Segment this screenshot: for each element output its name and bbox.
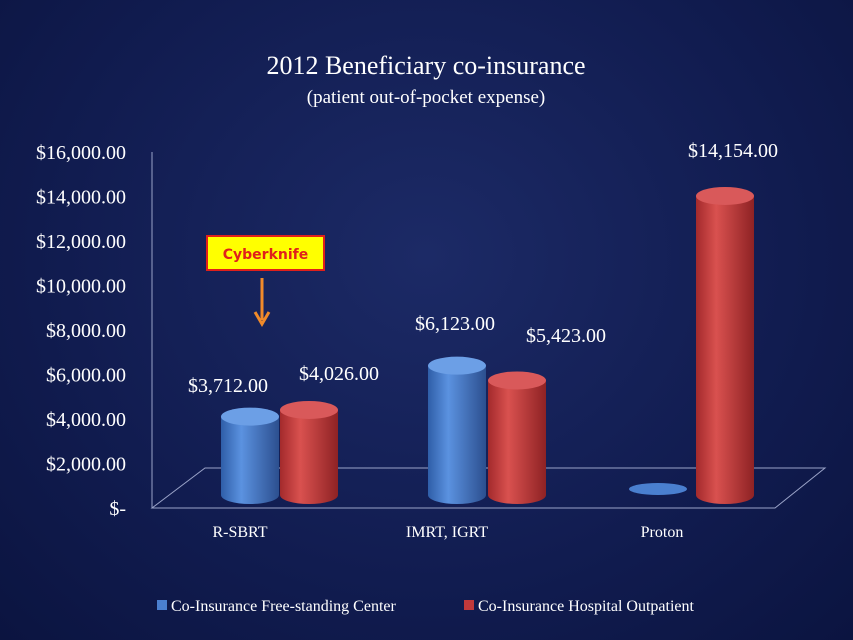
data-label: $5,423.00 xyxy=(526,325,606,347)
y-tick-label: $2,000.00 xyxy=(46,454,126,476)
bar-body xyxy=(221,416,279,504)
bar xyxy=(696,186,754,504)
legend-swatch-free-standing xyxy=(157,600,167,610)
chart-subtitle: (patient out-of-pocket expense) xyxy=(307,87,545,108)
bar-body xyxy=(488,380,546,504)
data-label: $6,123.00 xyxy=(415,313,495,335)
data-label: $14,154.00 xyxy=(688,140,778,162)
data-label: $3,712.00 xyxy=(188,375,268,397)
bar xyxy=(280,400,338,504)
y-tick-label: $10,000.00 xyxy=(36,276,126,298)
annotation-arrow-head xyxy=(253,311,271,327)
bar xyxy=(428,356,486,504)
data-labels-group: $3,712.00 $4,026.00 $6,123.00 $5,423.00 $14,… xyxy=(188,140,778,397)
bar xyxy=(221,407,279,504)
bar-body xyxy=(428,365,486,504)
y-tick-label: $14,000.00 xyxy=(36,187,126,209)
y-tick-label: $12,000.00 xyxy=(36,231,126,253)
y-tick-label: $16,000.00 xyxy=(36,142,126,164)
x-tick-label: R-SBRT xyxy=(212,524,267,541)
bars-group xyxy=(221,186,754,504)
bar-top-empty xyxy=(629,483,687,495)
chart-floor xyxy=(150,467,827,509)
annotation-box xyxy=(206,235,325,271)
bar-top xyxy=(221,407,279,426)
y-tick-label: $6,000.00 xyxy=(46,365,126,387)
bar-top xyxy=(280,400,338,419)
y-tick-label: $8,000.00 xyxy=(46,320,126,342)
data-label: $4,026.00 xyxy=(299,363,379,385)
bar-body xyxy=(280,409,338,504)
legend-swatch-hospital xyxy=(464,600,474,610)
bar-body xyxy=(696,195,754,504)
x-tick-label: IMRT, IGRT xyxy=(406,524,488,541)
chart-title: 2012 Beneficiary co-insurance xyxy=(266,51,585,80)
x-tick-label: Proton xyxy=(641,524,684,541)
category-labels-group: R-SBRT IMRT, IGRT Proton xyxy=(212,524,683,541)
bar-top xyxy=(696,186,754,205)
annotation-text: Cyberknife xyxy=(223,247,308,263)
legend-label-hospital: Co-Insurance Hospital Outpatient xyxy=(478,598,695,615)
y-tick-label: $4,000.00 xyxy=(46,409,126,431)
cyberknife-annotation: Cyberknife xyxy=(206,235,325,327)
bar-top xyxy=(428,356,486,375)
bar xyxy=(629,483,687,495)
bar xyxy=(488,371,546,504)
legend: Co-Insurance Free-standing Center Co-Ins… xyxy=(157,598,695,615)
bar-top xyxy=(488,371,546,390)
y-tick-label: $- xyxy=(109,498,126,520)
legend-label-free-standing: Co-Insurance Free-standing Center xyxy=(171,598,396,615)
y-axis-ticks: $- $2,000.00 $4,000.00 $6,000.00 $8,000.00 $1… xyxy=(36,142,126,520)
